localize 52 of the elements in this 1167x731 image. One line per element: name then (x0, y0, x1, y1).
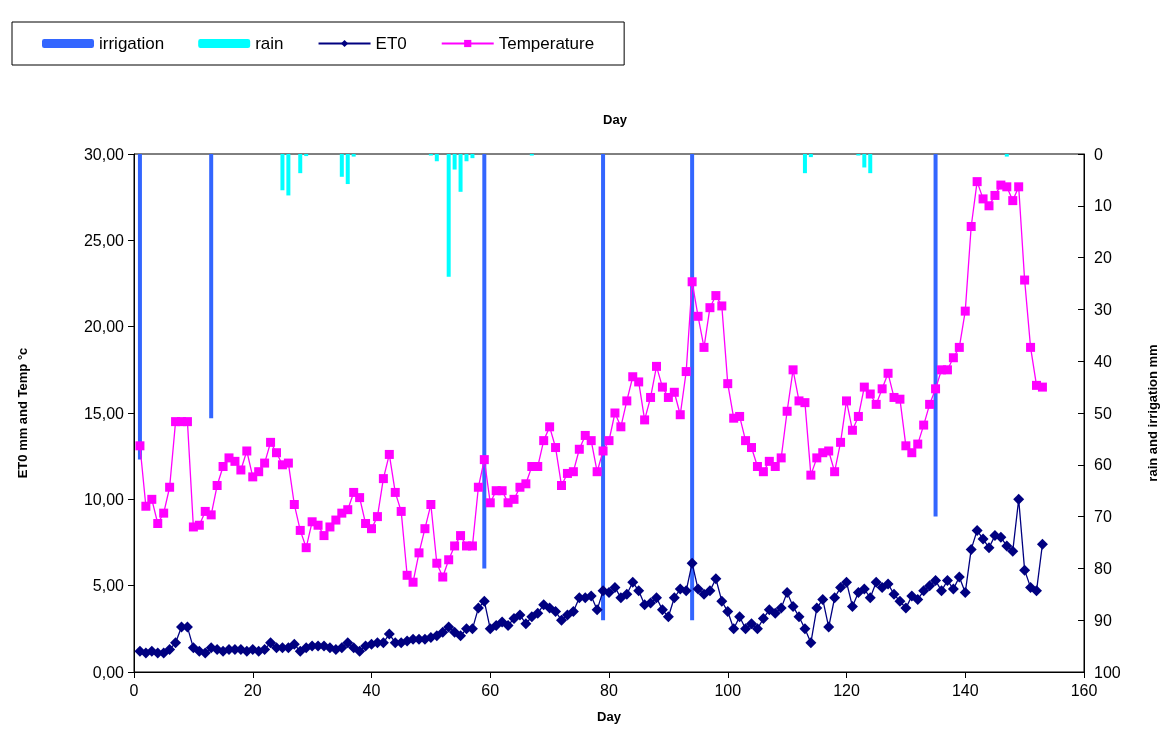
bar (286, 154, 291, 196)
y2-tick-label: 30 (1094, 300, 1112, 318)
bar (339, 154, 344, 177)
x-tick-label: 140 (951, 681, 979, 699)
x-tick-label: 20 (243, 681, 262, 699)
bar (280, 154, 285, 191)
bar (304, 154, 309, 157)
legend-label: Temperature (498, 34, 595, 53)
bar (452, 154, 457, 170)
bar (434, 154, 439, 162)
bar (458, 154, 463, 192)
legend-label: rain (255, 34, 284, 53)
x-tick-label: 100 (714, 681, 742, 699)
bar (446, 154, 451, 277)
y2-tick-label: 40 (1094, 352, 1112, 370)
x-axis-title: Day (597, 709, 622, 724)
bar (345, 154, 350, 185)
x-tick-label: 120 (833, 681, 860, 699)
chart-title: Day (603, 112, 628, 127)
y-axis-title: ET0 mm and Temp °c (15, 347, 30, 479)
y2-tick-label: 80 (1094, 559, 1112, 577)
y-tick-label: 15,00 (83, 404, 125, 422)
y2-tick-label: 10 (1094, 197, 1112, 215)
bar (808, 154, 813, 158)
y-tick-label: 25,00 (83, 231, 125, 249)
y2-tick-label: 50 (1094, 404, 1112, 422)
bar (802, 154, 807, 174)
legend-label: ET0 (375, 34, 407, 53)
y-tick-label: 20,00 (83, 318, 125, 336)
y2-tick-label: 60 (1094, 456, 1112, 474)
y2-tick-label: 20 (1094, 249, 1112, 267)
y-tick-label: 10,00 (83, 490, 125, 508)
bar (298, 154, 303, 174)
x-tick-label: 80 (600, 681, 618, 699)
y2-tick-label: 70 (1094, 508, 1112, 526)
x-tick-label: 60 (481, 681, 500, 699)
bar (1004, 154, 1009, 157)
y-tick-label: 30,00 (83, 145, 125, 163)
legend-label: irrigation (99, 34, 165, 53)
bar (209, 154, 214, 419)
x-tick-label: 160 (1070, 681, 1098, 699)
y-tick-label: 5,00 (92, 577, 125, 595)
x-tick-label: 0 (129, 681, 139, 699)
bar (351, 154, 356, 157)
y2-tick-label: 0 (1094, 145, 1103, 163)
y2-tick-label: 100 (1094, 663, 1121, 681)
y-tick-label: 0,00 (92, 663, 125, 681)
bar (862, 154, 867, 168)
y2-tick-label: 90 (1094, 611, 1112, 629)
y2-axis-title: rain and irrigation mm (1145, 344, 1160, 482)
x-tick-label: 40 (362, 681, 381, 699)
bar (868, 154, 873, 174)
